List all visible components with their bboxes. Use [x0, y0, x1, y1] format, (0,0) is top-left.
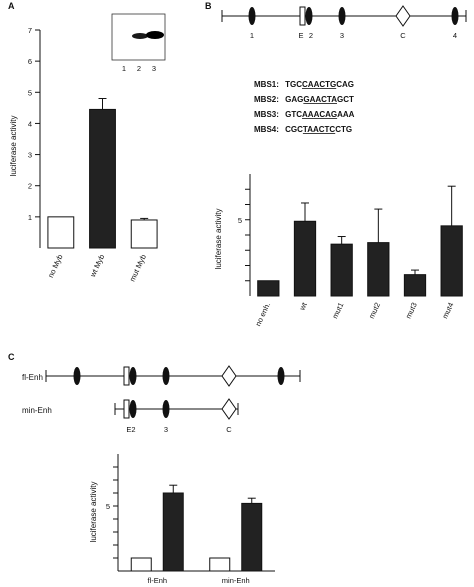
e-box — [123, 399, 130, 419]
chart-a-ylabel: luciferase activity — [9, 116, 18, 177]
myb-site — [162, 400, 170, 418]
mbs-name: MBS3: — [254, 110, 279, 119]
mbs-sequence-line: MBS1: TGCCAACTGCAG — [254, 80, 354, 89]
c-site-diamond — [221, 365, 237, 387]
site-label: 1 — [250, 31, 254, 40]
panel-a-letter: A — [8, 1, 15, 11]
y-tick-label: 5 — [238, 216, 242, 225]
mbs-core: TAACTC — [303, 125, 336, 134]
y-tick-label: 2 — [28, 182, 32, 191]
panel-b-letter: B — [205, 1, 212, 11]
blot-band-lane-2 — [132, 33, 148, 39]
bar-wt — [293, 220, 317, 297]
x-tick-label: no Myb — [46, 253, 65, 279]
bar-min-enh-2 — [241, 502, 263, 572]
blot-lane-label: 3 — [152, 64, 156, 73]
mbs-sequence-line: MBS2: GAGGAACTAGCT — [254, 95, 354, 104]
mbs-flank: GTC — [285, 110, 302, 119]
mbs-name: MBS1: — [254, 80, 279, 89]
site-label: E2 — [126, 425, 135, 434]
blot-band-lane-3 — [146, 31, 164, 39]
chart-b: luciferase activity 5 no enh. wt mut1 mut2 mu… — [214, 174, 463, 328]
site-label: C — [226, 425, 232, 434]
western-blot-inset: 1 2 3 — [111, 13, 166, 73]
bar-mut2 — [367, 242, 390, 297]
c-site-diamond — [395, 5, 411, 27]
e-box — [299, 6, 306, 26]
mbs-sequences: MBS1: TGCCAACTGCAG MBS2: GAGGAACTAGCT MB… — [254, 80, 355, 134]
y-tick-label: 5 — [28, 88, 32, 97]
site-label: E — [298, 31, 303, 40]
myb-site — [129, 400, 137, 418]
bar-wt-myb — [89, 108, 116, 249]
row-label: min-Enh — [22, 406, 52, 415]
x-tick-label: mut Myb — [128, 253, 148, 283]
myb-site-4 — [451, 7, 459, 25]
mbs-flank: TGC — [285, 80, 302, 89]
x-tick-label: wt Myb — [88, 253, 107, 279]
y-tick-label: 6 — [28, 57, 32, 66]
y-tick-label: 4 — [28, 119, 32, 128]
row-label: fl-Enh — [22, 373, 43, 382]
mbs-sequence-line: MBS4: CGCTAACTCCTG — [254, 125, 352, 134]
chart-c: luciferase activity 5 fl-Enh min-Enh — [89, 454, 275, 585]
mbs-flank: GCT — [337, 95, 354, 104]
mbs-core: CAACTG — [302, 80, 336, 89]
myb-site — [129, 367, 137, 385]
x-tick-label: mut3 — [404, 301, 419, 320]
x-tick-label: min-Enh — [222, 576, 250, 585]
x-tick-label: no enh. — [253, 301, 272, 327]
mbs-flank: GAG — [285, 95, 303, 104]
myb-site-1 — [248, 7, 256, 25]
site-label: C — [400, 31, 406, 40]
bar-no-myb — [47, 216, 75, 249]
mbs-core: GAACTA — [303, 95, 337, 104]
bar-mut1 — [330, 243, 353, 297]
myb-site-2 — [305, 7, 313, 25]
site-label: 3 — [340, 31, 344, 40]
x-tick-label: fl-Enh — [147, 576, 167, 585]
site-label: 3 — [164, 425, 168, 434]
x-tick-label: mut2 — [367, 301, 382, 320]
myb-site — [277, 367, 285, 385]
e-box — [123, 366, 130, 386]
myb-site — [162, 367, 170, 385]
mbs-name: MBS2: — [254, 95, 279, 104]
mbs-sequence-line: MBS3: GTCAAACAGAAA — [254, 110, 355, 119]
x-tick-label: mut1 — [330, 301, 345, 320]
chart-a: luciferase activity 1 2 3 1 2 3 4 5 6 7 no Myb w… — [9, 13, 166, 283]
mbs-flank: CGC — [285, 125, 303, 134]
site-label: 2 — [309, 31, 313, 40]
y-tick-label: 1 — [28, 213, 32, 222]
y-tick-label: 3 — [28, 151, 32, 160]
bar-mut-myb — [130, 219, 158, 249]
c-site-diamond — [221, 398, 237, 420]
y-tick-label: 5 — [106, 502, 110, 511]
bar-no-enh- — [257, 280, 280, 297]
mbs-flank: CAG — [336, 80, 354, 89]
mbs-flank: CTG — [335, 125, 352, 134]
x-tick-label: mut4 — [440, 301, 455, 320]
bar-fl-enh-1 — [130, 557, 152, 572]
site-label: 4 — [453, 31, 457, 40]
panel-c-letter: C — [8, 352, 15, 362]
bar-mut4 — [440, 225, 463, 297]
enhancer-diagram-c: fl-Enh min-Enh E2 3 C — [22, 365, 301, 434]
bar-min-enh-1 — [209, 557, 231, 572]
blot-lane-label: 1 — [122, 64, 126, 73]
x-tick-label: wt — [297, 300, 309, 312]
mbs-flank: AAA — [337, 110, 355, 119]
enhancer-diagram-b: 1 E 2 3 C 4 — [221, 5, 467, 40]
myb-site-3 — [338, 7, 346, 25]
myb-site — [73, 367, 81, 385]
mbs-core: AAACAG — [302, 110, 337, 119]
chart-c-ylabel: luciferase activity — [89, 482, 98, 543]
bar-fl-enh-2 — [162, 492, 184, 572]
chart-b-ylabel: luciferase activity — [214, 209, 223, 270]
mbs-name: MBS4: — [254, 125, 279, 134]
blot-lane-label: 2 — [137, 64, 141, 73]
y-tick-label: 7 — [28, 26, 32, 35]
bar-mut3 — [403, 274, 427, 297]
